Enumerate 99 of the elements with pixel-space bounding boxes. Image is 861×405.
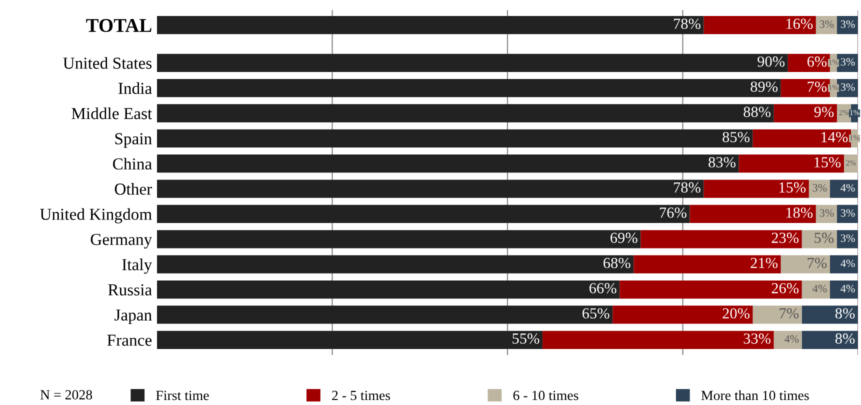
y-tick-label: Spain: [115, 133, 152, 148]
data-label: 4%: [840, 284, 855, 292]
y-tick-label: Other: [114, 183, 152, 195]
data-label: 3%: [840, 83, 855, 91]
bar: [157, 79, 781, 98]
bar: [802, 330, 858, 349]
data-label: 9%: [814, 106, 834, 118]
bar: [774, 104, 837, 122]
y-tick-label: TOTAL: [86, 18, 152, 32]
data-label: 20%: [722, 308, 750, 319]
bar: [157, 129, 753, 148]
data-label: 85%: [722, 132, 750, 142]
data-label: 33%: [744, 333, 771, 344]
data-label: 15%: [779, 182, 806, 193]
bar: [157, 230, 641, 248]
legend-label: 2 - 5 times: [332, 390, 390, 400]
data-label: 88%: [744, 106, 771, 118]
data-label: 76%: [660, 207, 686, 218]
data-label: 3%: [840, 234, 855, 242]
legend-label: 6 - 10 times: [513, 390, 578, 400]
y-tick-label: Russia: [108, 284, 152, 296]
data-label: 3%: [840, 58, 855, 66]
bar: [690, 204, 816, 224]
data-label: 21%: [750, 258, 778, 268]
bar: [157, 255, 634, 274]
y-tick-label: Germany: [90, 234, 152, 249]
bar: [802, 230, 837, 248]
data-label: 55%: [512, 333, 540, 344]
bar: [780, 79, 830, 98]
bar: [157, 154, 739, 173]
data-label: 7%: [780, 308, 799, 319]
data-label: 4%: [812, 284, 827, 292]
data-label: 65%: [582, 308, 610, 319]
bar: [830, 180, 858, 198]
data-label: 69%: [610, 232, 638, 244]
data-label: 89%: [750, 82, 778, 92]
bar: [157, 180, 704, 198]
data-label: 78%: [674, 182, 700, 193]
bar: [780, 255, 830, 274]
data-label: 8%: [835, 333, 855, 344]
data-label: 4%: [840, 184, 855, 192]
data-label: 3%: [840, 20, 855, 28]
bar: [774, 330, 802, 349]
data-label: 14%: [822, 132, 848, 142]
bar: [157, 104, 774, 122]
text: N = 2028: [40, 390, 92, 400]
data-label: 3%: [820, 209, 834, 217]
y-tick-label: Italy: [122, 258, 152, 274]
bar: [836, 204, 858, 224]
bar: [808, 180, 830, 198]
bar: [802, 280, 830, 299]
data-label: 4%: [784, 335, 799, 343]
bar: [816, 204, 837, 224]
data-label: 3%: [812, 184, 827, 192]
y-tick-label: United Kingdom: [40, 208, 152, 224]
data-label: 18%: [786, 207, 813, 218]
bar: [157, 204, 690, 224]
y-tick-label: China: [113, 158, 152, 170]
y-tick-label: Japan: [114, 310, 152, 324]
data-label: 3%: [840, 209, 855, 217]
y-tick-label: Middle East: [72, 107, 152, 120]
bar: [157, 54, 788, 72]
bar: [704, 180, 809, 198]
data-label: 68%: [604, 258, 630, 268]
data-label: 23%: [772, 232, 799, 244]
data-label: 4%: [840, 260, 855, 268]
bar: [640, 230, 802, 248]
legend-label: First time: [156, 390, 209, 400]
bar: [542, 330, 774, 349]
bar: [752, 306, 802, 324]
data-label: 7%: [808, 258, 827, 268]
bar: [830, 280, 858, 299]
data-label: 78%: [674, 18, 700, 29]
data-label: 66%: [590, 283, 616, 294]
bar: [634, 255, 781, 274]
data-label: 16%: [786, 18, 813, 29]
data-label: 90%: [758, 56, 785, 67]
y-tick-label: France: [107, 334, 152, 346]
bar: [802, 306, 858, 324]
data-label: 15%: [814, 157, 841, 168]
y-tick-label: United States: [63, 57, 152, 69]
data-label: 83%: [708, 157, 736, 168]
bar: [612, 306, 753, 324]
bar: [830, 255, 858, 274]
data-label: 26%: [772, 283, 799, 294]
bar: [157, 330, 543, 349]
y-tick-label: India: [118, 82, 152, 94]
bar: [836, 230, 858, 248]
data-label: 8%: [835, 308, 855, 319]
bar: [157, 306, 613, 324]
data-label: 6%: [807, 56, 827, 67]
bar: [738, 154, 844, 173]
data-label: 7%: [808, 82, 827, 92]
bar: [157, 280, 620, 299]
bar: [620, 280, 802, 299]
data-label: 5%: [814, 232, 834, 244]
data-label: 3%: [820, 20, 834, 28]
legend-label: More than 10 times: [701, 390, 809, 400]
bar: [752, 129, 851, 148]
